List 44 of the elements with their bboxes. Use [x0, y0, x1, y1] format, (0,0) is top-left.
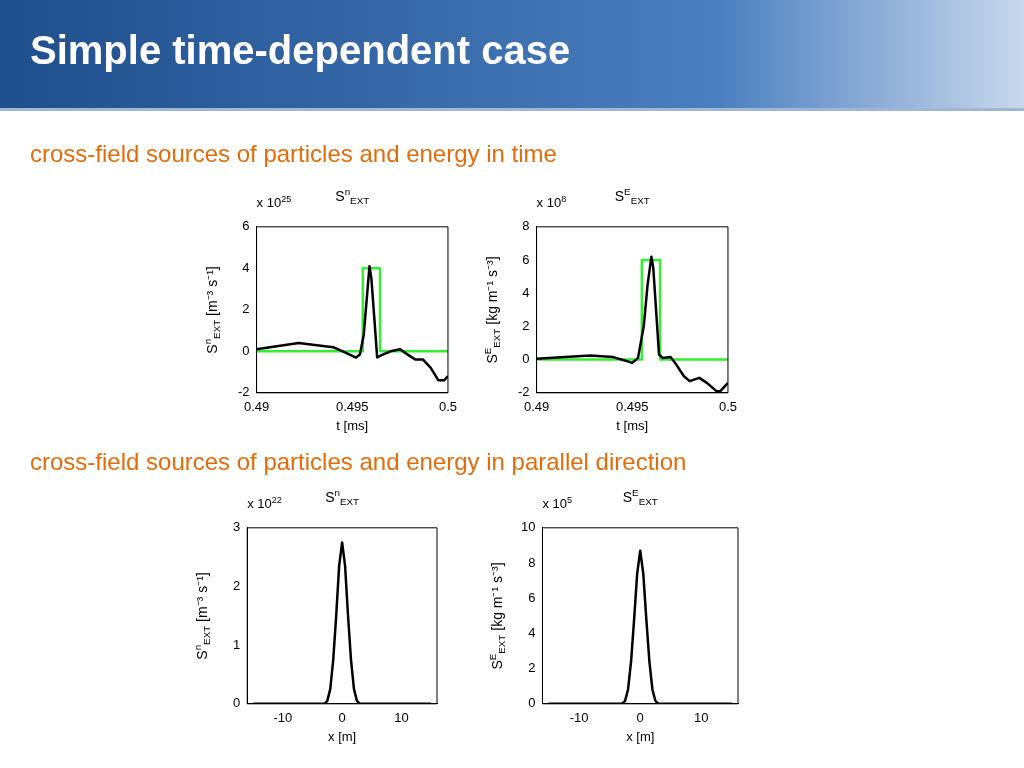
- y-tick-label: 0: [522, 351, 530, 367]
- y-tick-label: 6: [522, 251, 530, 267]
- chart-subtitle: cross-field sources of particles and energy in parallel direction: [30, 448, 687, 476]
- y-tick-label: 0: [233, 695, 241, 711]
- x-axis-title: x [m]: [626, 728, 655, 744]
- chart-subtitle: cross-field sources of particles and energy in time: [30, 140, 557, 168]
- x-axis-title: t [ms]: [336, 417, 369, 433]
- y-tick-label: 8: [522, 218, 530, 234]
- x-tick-label: 0.49: [243, 399, 270, 415]
- y-tick-label: 2: [528, 660, 536, 676]
- y-tick-label: 0: [528, 695, 536, 711]
- y-tick-label: 4: [242, 259, 250, 275]
- x-tick-label: 0: [338, 710, 346, 726]
- x-tick-label: -10: [273, 710, 293, 726]
- y-tick-label: -2: [518, 384, 530, 400]
- y-tick-label: -2: [238, 384, 250, 400]
- x-axis-title: t [ms]: [616, 417, 649, 433]
- y-tick-label: 6: [528, 589, 536, 605]
- y-tick-label: 2: [242, 301, 250, 317]
- y-tick-label: 8: [528, 554, 536, 570]
- x-tick-label: -10: [569, 710, 589, 726]
- text: Simple time-dependent case: [30, 28, 571, 73]
- x-tick-label: 0.495: [615, 399, 649, 415]
- x-tick-label: 10: [394, 710, 409, 726]
- y-tick-label: 3: [233, 519, 241, 535]
- y-tick-label: 2: [522, 317, 530, 333]
- x-tick-label: 0.49: [523, 399, 550, 415]
- y-tick-label: 1: [233, 636, 241, 652]
- text: x 10$^{8}$: [536, 194, 567, 211]
- y-tick-label: 4: [528, 624, 536, 640]
- text: x 10$^{25}$: [256, 194, 292, 211]
- x-tick-label: 0: [636, 710, 644, 726]
- x-tick-label: 10: [694, 710, 709, 726]
- y-tick-label: 10: [520, 519, 536, 535]
- y-tick-label: 6: [242, 218, 250, 234]
- text: x 10$^{5}$: [542, 495, 573, 512]
- x-tick-label: 0.495: [335, 399, 369, 415]
- y-tick-label: 4: [522, 284, 530, 300]
- x-tick-label: 0.5: [718, 399, 737, 415]
- x-axis-title: x [m]: [328, 728, 357, 744]
- y-tick-label: 0: [242, 342, 250, 358]
- text: x 10$^{22}$: [247, 495, 282, 512]
- x-tick-label: 0.5: [438, 399, 457, 415]
- y-tick-label: 2: [233, 578, 241, 594]
